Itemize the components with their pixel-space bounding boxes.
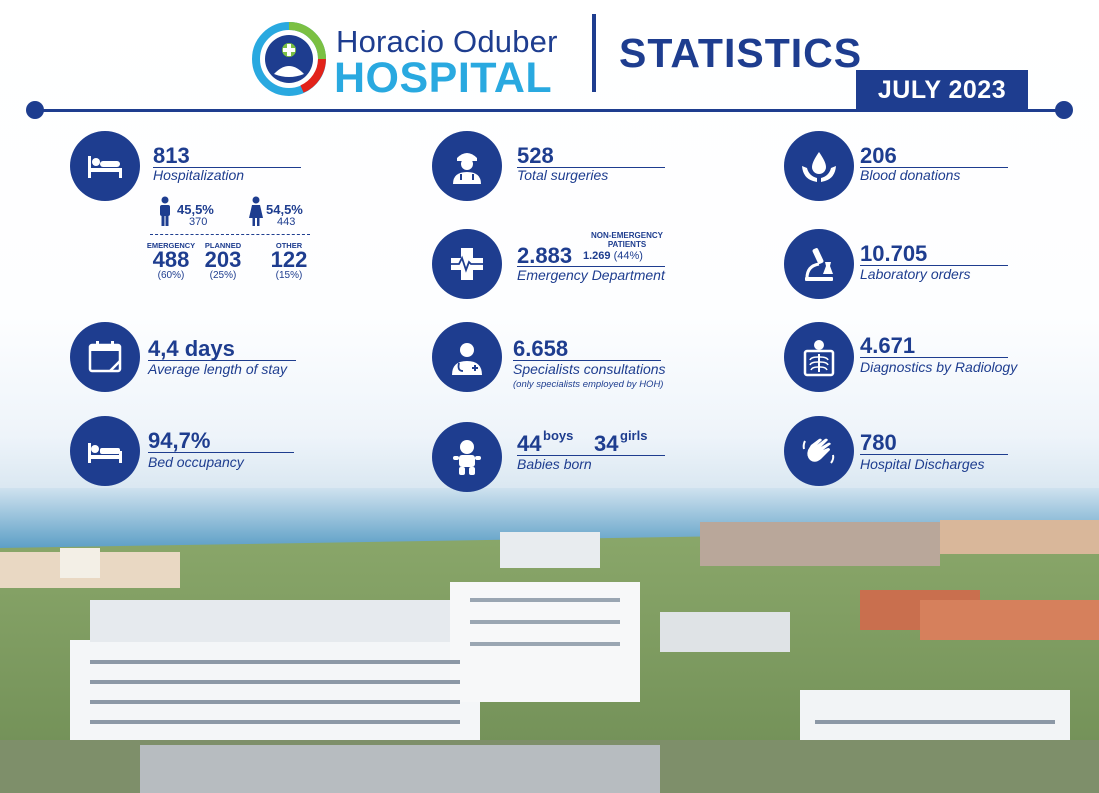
discharges-underline bbox=[860, 454, 1008, 455]
header-rule bbox=[34, 109, 1064, 112]
hospitalization-label: Hospitalization bbox=[153, 167, 245, 183]
other-pct: (15%) bbox=[275, 270, 303, 281]
girls-value: 34 bbox=[594, 431, 619, 456]
header-divider bbox=[592, 14, 596, 92]
discharges-stat bbox=[784, 416, 854, 486]
boys-value: 44 bbox=[517, 431, 542, 456]
page-title: STATISTICS bbox=[619, 30, 863, 76]
specialists-label: Specialists consultations bbox=[513, 361, 666, 377]
blood-value: 206 bbox=[860, 143, 897, 168]
occupancy-value: 94,7% bbox=[148, 428, 211, 453]
planned-value: 203 bbox=[204, 247, 242, 272]
hospitalization-value: 813 bbox=[153, 143, 190, 168]
bed-icon bbox=[88, 443, 122, 463]
emergency-dept-stat bbox=[432, 229, 502, 299]
stay-label: Average length of stay bbox=[148, 361, 288, 377]
laboratory-stat bbox=[784, 229, 854, 299]
brand-hospital: HOSPITAL bbox=[334, 54, 553, 102]
doctor-icon bbox=[452, 343, 482, 375]
occupancy-label: Bed occupancy bbox=[148, 454, 244, 470]
specialists-value: 6.658 bbox=[513, 336, 569, 361]
other-value: 122 bbox=[270, 247, 308, 272]
hospitalization-underline bbox=[153, 167, 301, 168]
non-emergency-line: 1.269 (44%) bbox=[583, 250, 643, 262]
female-pct: 54,5% bbox=[266, 202, 303, 217]
occupancy-underline bbox=[148, 452, 294, 453]
specialists-note: (only specialists employed by HOH) bbox=[513, 379, 664, 390]
emergency-dept-underline bbox=[517, 266, 665, 267]
blood-underline bbox=[860, 167, 1008, 168]
microscope-icon bbox=[805, 248, 833, 281]
laboratory-label: Laboratory orders bbox=[860, 266, 971, 282]
radiology-stat bbox=[784, 322, 854, 392]
other-label: OTHER bbox=[275, 241, 303, 250]
emergency-dept-value: 2.883 bbox=[517, 243, 573, 268]
waving-hand-icon bbox=[802, 438, 835, 464]
hospitalization-stat bbox=[70, 131, 140, 201]
discharges-value: 780 bbox=[860, 430, 897, 455]
patient-bed-icon bbox=[88, 156, 122, 178]
period-badge: JULY 2023 bbox=[856, 70, 1028, 110]
girls-label: girls bbox=[620, 428, 648, 443]
boys-label: boys bbox=[543, 428, 574, 443]
blood-drop-hands-icon bbox=[802, 152, 836, 182]
non-emergency-pct: (44%) bbox=[613, 250, 643, 262]
blood-label: Blood donations bbox=[860, 167, 961, 183]
male-count: 370 bbox=[189, 216, 208, 228]
emergency-label: EMERGENCY bbox=[146, 241, 196, 250]
radiology-label: Diagnostics by Radiology bbox=[860, 359, 1018, 375]
rule-dot-right bbox=[1055, 101, 1073, 119]
xray-icon bbox=[803, 340, 835, 377]
surgeon-icon bbox=[453, 153, 481, 184]
babies-label: Babies born bbox=[517, 456, 592, 472]
radiology-underline bbox=[860, 357, 1008, 358]
medical-cross-icon bbox=[451, 248, 483, 280]
occupancy-stat bbox=[70, 416, 140, 486]
stay-value: 4,4 days bbox=[148, 336, 235, 361]
babies-stat bbox=[432, 422, 502, 492]
male-pct: 45,5% bbox=[177, 202, 214, 217]
surgeries-stat bbox=[432, 131, 502, 201]
emergency-pct: (60%) bbox=[157, 270, 185, 281]
specialists-underline bbox=[513, 360, 661, 361]
planned-pct: (25%) bbox=[209, 270, 237, 281]
female-icon bbox=[249, 196, 263, 226]
stay-underline bbox=[148, 360, 296, 361]
surgeries-underline bbox=[517, 167, 665, 168]
female-count: 443 bbox=[277, 216, 296, 228]
laboratory-value: 10.705 bbox=[860, 241, 928, 266]
specialists-stat bbox=[432, 322, 502, 392]
non-emergency-value: 1.269 bbox=[583, 250, 611, 262]
hospital-logo-icon bbox=[252, 22, 326, 96]
blood-stat bbox=[784, 131, 854, 201]
male-icon bbox=[160, 196, 170, 226]
rule-dot-left bbox=[26, 101, 44, 119]
planned-label: PLANNED bbox=[204, 241, 242, 250]
stay-stat bbox=[70, 322, 140, 392]
laboratory-underline bbox=[860, 265, 1008, 266]
emergency-dept-label: Emergency Department bbox=[517, 267, 665, 283]
babies-underline bbox=[517, 455, 665, 456]
brand-name: Horacio Oduber bbox=[336, 24, 558, 59]
breakdown-divider bbox=[150, 234, 310, 235]
surgeries-value: 528 bbox=[517, 143, 554, 168]
surgeries-label: Total surgeries bbox=[517, 167, 609, 183]
radiology-value: 4.671 bbox=[860, 333, 916, 358]
baby-icon bbox=[453, 440, 481, 475]
emergency-value: 488 bbox=[152, 247, 190, 272]
discharges-label: Hospital Discharges bbox=[860, 456, 985, 472]
non-emergency-label: NON-EMERGENCY PATIENTS bbox=[590, 231, 663, 249]
calendar-icon bbox=[88, 341, 122, 373]
